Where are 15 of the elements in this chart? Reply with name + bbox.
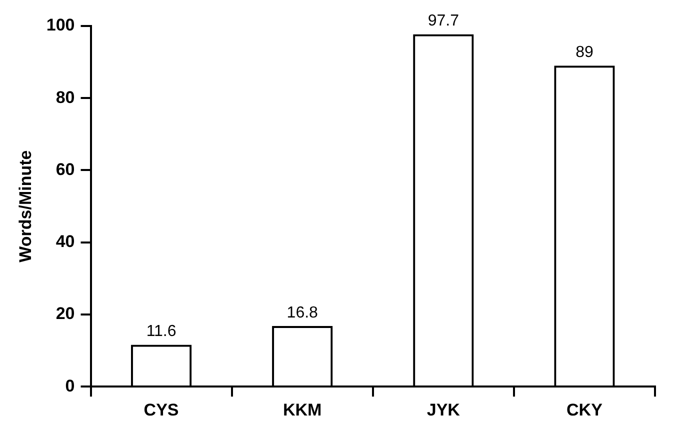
y-tick-label: 20 [56,304,75,324]
x-tick-label: JYK [426,400,461,420]
data-label: 11.6 [146,323,176,340]
x-tick-label: CKY [566,400,604,420]
y-tick-label: 100 [46,16,75,35]
data-label: 16.8 [286,304,318,322]
y-tick-label: 0 [65,376,75,396]
y-tick-label: 80 [56,88,75,107]
y-tick-label: 40 [56,232,75,252]
y-tick-label: 60 [56,160,75,179]
data-label: 97.7 [428,12,460,30]
x-tick-label: CYS [144,400,179,420]
y-axis-title: Words/Minute [16,150,35,262]
data-label: 89 [576,44,594,62]
x-tick-label: KKM [282,400,322,420]
